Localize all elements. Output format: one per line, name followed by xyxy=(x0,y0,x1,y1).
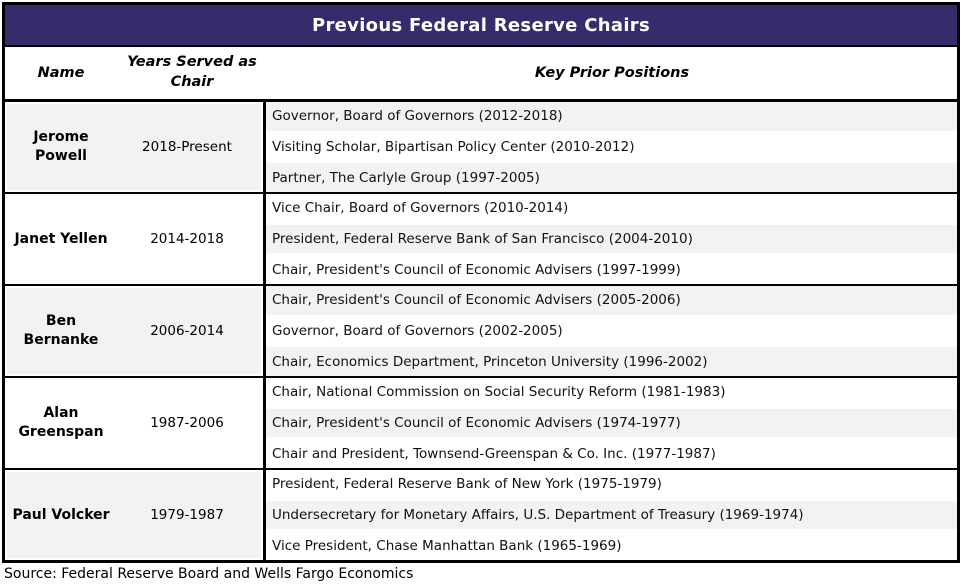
table-body: Jerome Powell 2018-Present Governor, Board… xyxy=(5,102,957,560)
position-row: Chair, President's Council of Economic A… xyxy=(272,261,681,278)
chair-name-text: Paul Volcker xyxy=(12,506,110,523)
name-years-cell: Jerome Powell 2018-Present xyxy=(5,102,266,192)
column-header-years: Years Served as Chair xyxy=(127,54,257,90)
name-years-cell: Paul Volcker 1979-1987 xyxy=(5,470,266,560)
chair-years: 2018-Present xyxy=(142,139,232,155)
table-title-bar: Previous Federal Reserve Chairs xyxy=(5,5,957,47)
position-row: Chair, President's Council of Economic A… xyxy=(266,286,957,317)
position-row: Chair, Economics Department, Princeton U… xyxy=(266,347,957,377)
column-header-positions: Key Prior Positions xyxy=(534,65,690,81)
chair-row: Janet Yellen 2014-2018 Vice Chair, Board o… xyxy=(5,194,957,286)
positions-cell: Chair, President's Council of Economic A… xyxy=(266,286,957,377)
chair-name-text: Alan Greenspan xyxy=(18,405,104,440)
position-row: Chair and President, Townsend-Greenspan … xyxy=(272,445,716,462)
chair-name: Ben Bernanke xyxy=(5,312,117,350)
fed-chairs-table: Previous Federal Reserve Chairs Name Yea… xyxy=(2,2,960,563)
chair-row: Ben Bernanke 2006-2014 Chair, President's … xyxy=(5,286,957,378)
position-row: Governor, Board of Governors (2002-2005) xyxy=(266,317,957,348)
positions-cell: Vice Chair, Board of Governors (2010-201… xyxy=(266,194,957,284)
position-row: Vice Chair, Board of Governors (2010-201… xyxy=(266,194,957,225)
chair-name: Alan Greenspan xyxy=(5,404,117,442)
chair-row: Jerome Powell 2018-Present Governor, Board… xyxy=(5,102,957,194)
position-row: Chair, National Commission on Social Sec… xyxy=(266,378,957,409)
name-years-cell: Alan Greenspan 1987-2006 xyxy=(5,378,266,468)
chair-years: 2014-2018 xyxy=(150,231,224,247)
chair-name: Jerome Powell xyxy=(5,128,117,166)
position-row: Visiting Scholar, Bipartisan Policy Cent… xyxy=(266,133,957,164)
source-note: Source: Federal Reserve Board and Wells … xyxy=(4,566,414,582)
chair-name-text: Janet Yellen xyxy=(14,230,108,247)
chair-name: Paul Volcker xyxy=(5,506,117,525)
chair-years: 2006-2014 xyxy=(150,323,224,339)
column-header-row: Name Years Served as Chair Key Prior Pos… xyxy=(5,47,957,102)
position-row: President, Federal Reserve Bank of San F… xyxy=(266,224,957,256)
chair-years: 1987-2006 xyxy=(150,415,224,431)
position-row: Governor, Board of Governors (2012-2018) xyxy=(266,102,957,133)
position-row: President, Federal Reserve Bank of New Y… xyxy=(266,470,957,501)
chair-name-text: Jerome Powell xyxy=(33,129,89,164)
chair-row: Paul Volcker 1979-1987 President, Federal … xyxy=(5,470,957,560)
name-years-cell: Ben Bernanke 2006-2014 xyxy=(5,286,266,376)
position-row: Partner, The Carlyle Group (1997-2005) xyxy=(266,163,957,193)
positions-cell: President, Federal Reserve Bank of New Y… xyxy=(266,470,957,560)
chair-row: Alan Greenspan 1987-2006 Chair, National C… xyxy=(5,378,957,470)
positions-cell: Governor, Board of Governors (2012-2018)… xyxy=(266,102,957,193)
chair-years: 1979-1987 xyxy=(150,507,224,523)
position-row: Vice President, Chase Manhattan Bank (19… xyxy=(272,537,622,554)
chair-name: Janet Yellen xyxy=(5,230,117,249)
positions-cell: Chair, National Commission on Social Sec… xyxy=(266,378,957,468)
position-row: Undersecretary for Monetary Affairs, U.S… xyxy=(266,500,957,532)
position-row: Chair, President's Council of Economic A… xyxy=(266,408,957,440)
table-title: Previous Federal Reserve Chairs xyxy=(312,14,650,36)
chair-name-text: Ben Bernanke xyxy=(23,313,99,348)
column-header-name: Name xyxy=(37,65,85,81)
name-years-cell: Janet Yellen 2014-2018 xyxy=(5,194,266,284)
